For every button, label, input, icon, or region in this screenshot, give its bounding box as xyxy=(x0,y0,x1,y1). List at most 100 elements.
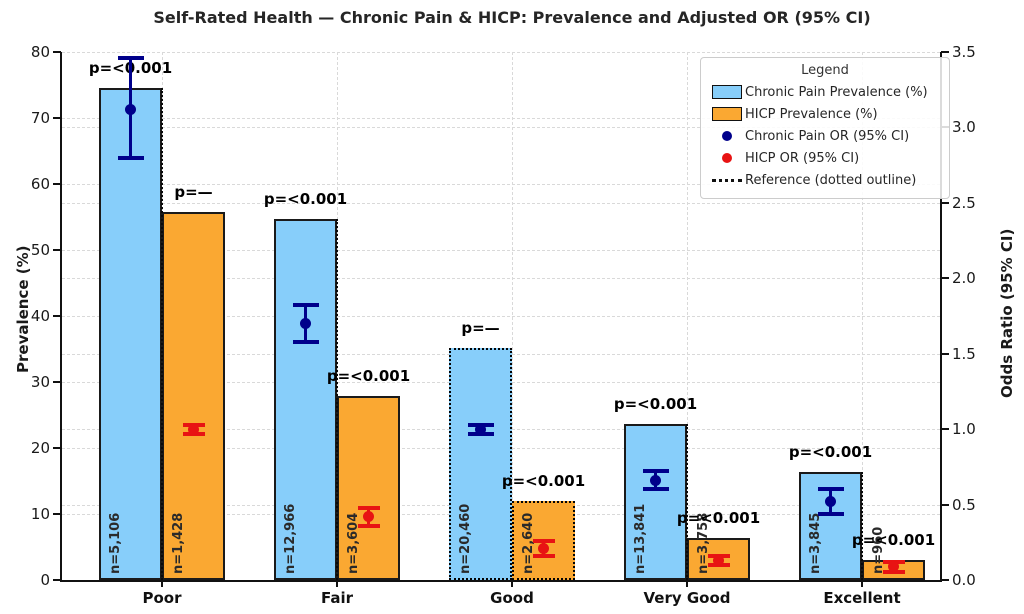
p-value-label: p=<0.001 xyxy=(326,366,411,385)
chronic-pain-or-fair-ci-cap-bottom xyxy=(292,339,319,344)
bar-pair-divider xyxy=(335,218,338,580)
hicp-or-good-point xyxy=(538,542,549,554)
p-value-label: p=<0.001 xyxy=(676,508,761,527)
skyblue-bar-swatch-icon xyxy=(712,85,742,99)
right-axis-label: Odds Ratio (95% CI) xyxy=(998,228,1016,398)
chronic-pain-or-fair-ci-cap-top xyxy=(292,303,319,308)
right-tick-label: 3.0 xyxy=(952,118,976,137)
chronic-pain-or-good-point xyxy=(475,423,486,435)
bar-n-label: n=3,845 xyxy=(807,512,823,574)
left-tick-mark xyxy=(53,117,61,119)
right-tick-label: 0.0 xyxy=(952,571,976,589)
left-tick-label: 70 xyxy=(30,109,50,127)
chronic-pain-or-excellent-point xyxy=(825,496,836,508)
category-gridline xyxy=(862,52,863,580)
x-tick-mark xyxy=(336,582,338,587)
p-value-label: p=— xyxy=(461,318,500,337)
right-tick-mark xyxy=(941,352,949,355)
left-spine xyxy=(60,52,62,582)
p-value-label: p=— xyxy=(174,183,213,202)
chronic-pain-or-poor-point xyxy=(125,103,136,115)
right-tick-label: 2.0 xyxy=(952,269,976,288)
left-tick-label: 80 xyxy=(30,43,50,61)
left-tick-mark xyxy=(53,51,61,53)
left-axis-gridline xyxy=(62,118,940,119)
right-tick-mark xyxy=(941,579,949,581)
left-tick-mark xyxy=(53,579,61,581)
chronic-pain-or-poor-ci-cap-bottom xyxy=(117,155,144,160)
bar-n-label: n=12,966 xyxy=(282,503,298,574)
x-tick-label: Excellent xyxy=(823,589,901,607)
hicp-or-excellent-point xyxy=(888,560,899,572)
right-spine xyxy=(940,52,942,582)
right-axis-gridline xyxy=(62,202,940,204)
x-tick-label: Fair xyxy=(320,589,354,607)
p-value-label: p=<0.001 xyxy=(613,395,698,414)
hicp-or-fair-ci-cap-top xyxy=(357,505,380,510)
chronic-pain-or-very-good-ci-cap-top xyxy=(642,469,669,474)
legend-item-chronic-pain-prevalence: Chronic Pain Prevalence (%) xyxy=(709,81,941,103)
p-value-label: p=<0.001 xyxy=(788,443,873,462)
right-tick-label: 1.0 xyxy=(952,420,976,439)
orange-bar-swatch-icon xyxy=(712,107,742,121)
left-tick-mark xyxy=(53,315,61,317)
left-tick-label: 10 xyxy=(30,505,50,523)
hicp-or-very-good-point xyxy=(713,554,724,566)
chronic-pain-or-fair-point xyxy=(300,318,311,330)
chronic-pain-or-very-good-ci-cap-bottom xyxy=(642,487,669,492)
chronic-pain-or-very-good-point xyxy=(650,474,661,486)
bar-chronic-pain-poor xyxy=(99,88,162,580)
left-tick-mark xyxy=(53,381,61,383)
x-tick-mark xyxy=(861,582,863,587)
left-tick-mark xyxy=(53,249,61,251)
plot-area: 0 10 20 30 40 50 60 70 80 0.0 0.5 1.0 1.5 2.0 2.5 3.0 3.… xyxy=(31,43,976,607)
legend-swatch-cell xyxy=(709,153,745,163)
x-tick-label: Good xyxy=(490,589,534,607)
x-tick-mark xyxy=(511,582,513,587)
bar-n-label: n=2,640 xyxy=(520,512,536,574)
legend-item-hicp-or: HICP OR (95% CI) xyxy=(709,147,941,169)
x-tick-label: Very Good xyxy=(643,589,731,607)
p-value-label: p=<0.001 xyxy=(501,471,586,490)
bar-n-label: n=1,428 xyxy=(170,512,186,574)
x-tick-mark xyxy=(161,582,163,587)
hicp-or-poor-point xyxy=(188,423,199,435)
left-tick-label: 0 xyxy=(40,571,50,589)
left-tick-mark xyxy=(53,513,61,515)
legend-label: Reference (dotted outline) xyxy=(745,172,917,188)
bar-pair-divider xyxy=(860,472,863,580)
red-dot-swatch-icon xyxy=(722,153,732,163)
right-axis-gridline xyxy=(62,278,940,280)
legend-item-chronic-pain-or: Chronic Pain OR (95% CI) xyxy=(709,125,941,147)
chronic-pain-or-excellent-ci-cap-bottom xyxy=(817,511,844,516)
bar-hicp-poor xyxy=(162,212,225,580)
left-tick-label: 20 xyxy=(30,439,50,457)
left-axis-gridline xyxy=(62,316,940,317)
left-tick-mark xyxy=(53,183,61,185)
dotted-line-swatch-icon xyxy=(712,178,742,182)
left-axis-gridline xyxy=(62,250,940,251)
chronic-pain-or-poor-ci-cap-top xyxy=(117,56,144,61)
bar-chronic-pain-very-good xyxy=(624,424,687,580)
right-tick-mark xyxy=(941,201,949,204)
bar-pair-divider xyxy=(160,88,163,580)
right-tick-mark xyxy=(941,51,949,53)
hicp-or-fair-point xyxy=(363,511,374,523)
x-tick-label: Poor xyxy=(142,589,182,607)
category-gridline xyxy=(512,52,513,580)
legend-swatch-cell xyxy=(709,85,745,99)
right-tick-mark xyxy=(941,277,949,280)
right-tick-mark xyxy=(941,428,949,431)
bar-n-label: n=20,460 xyxy=(457,503,473,574)
bar-chronic-pain-good xyxy=(449,347,512,580)
bar-chronic-pain-fair xyxy=(274,218,337,580)
legend-box: Legend Chronic Pain Prevalence (%) HICP … xyxy=(700,57,950,199)
hicp-or-excellent-ci-cap-bottom xyxy=(882,570,905,575)
right-tick-label: 1.5 xyxy=(952,344,976,363)
left-tick-mark xyxy=(53,447,61,449)
hicp-or-good-ci-cap-bottom xyxy=(532,553,555,558)
right-axis-gridline xyxy=(62,127,940,129)
legend-label: Chronic Pain OR (95% CI) xyxy=(745,128,910,144)
left-tick-label: 50 xyxy=(30,241,50,259)
